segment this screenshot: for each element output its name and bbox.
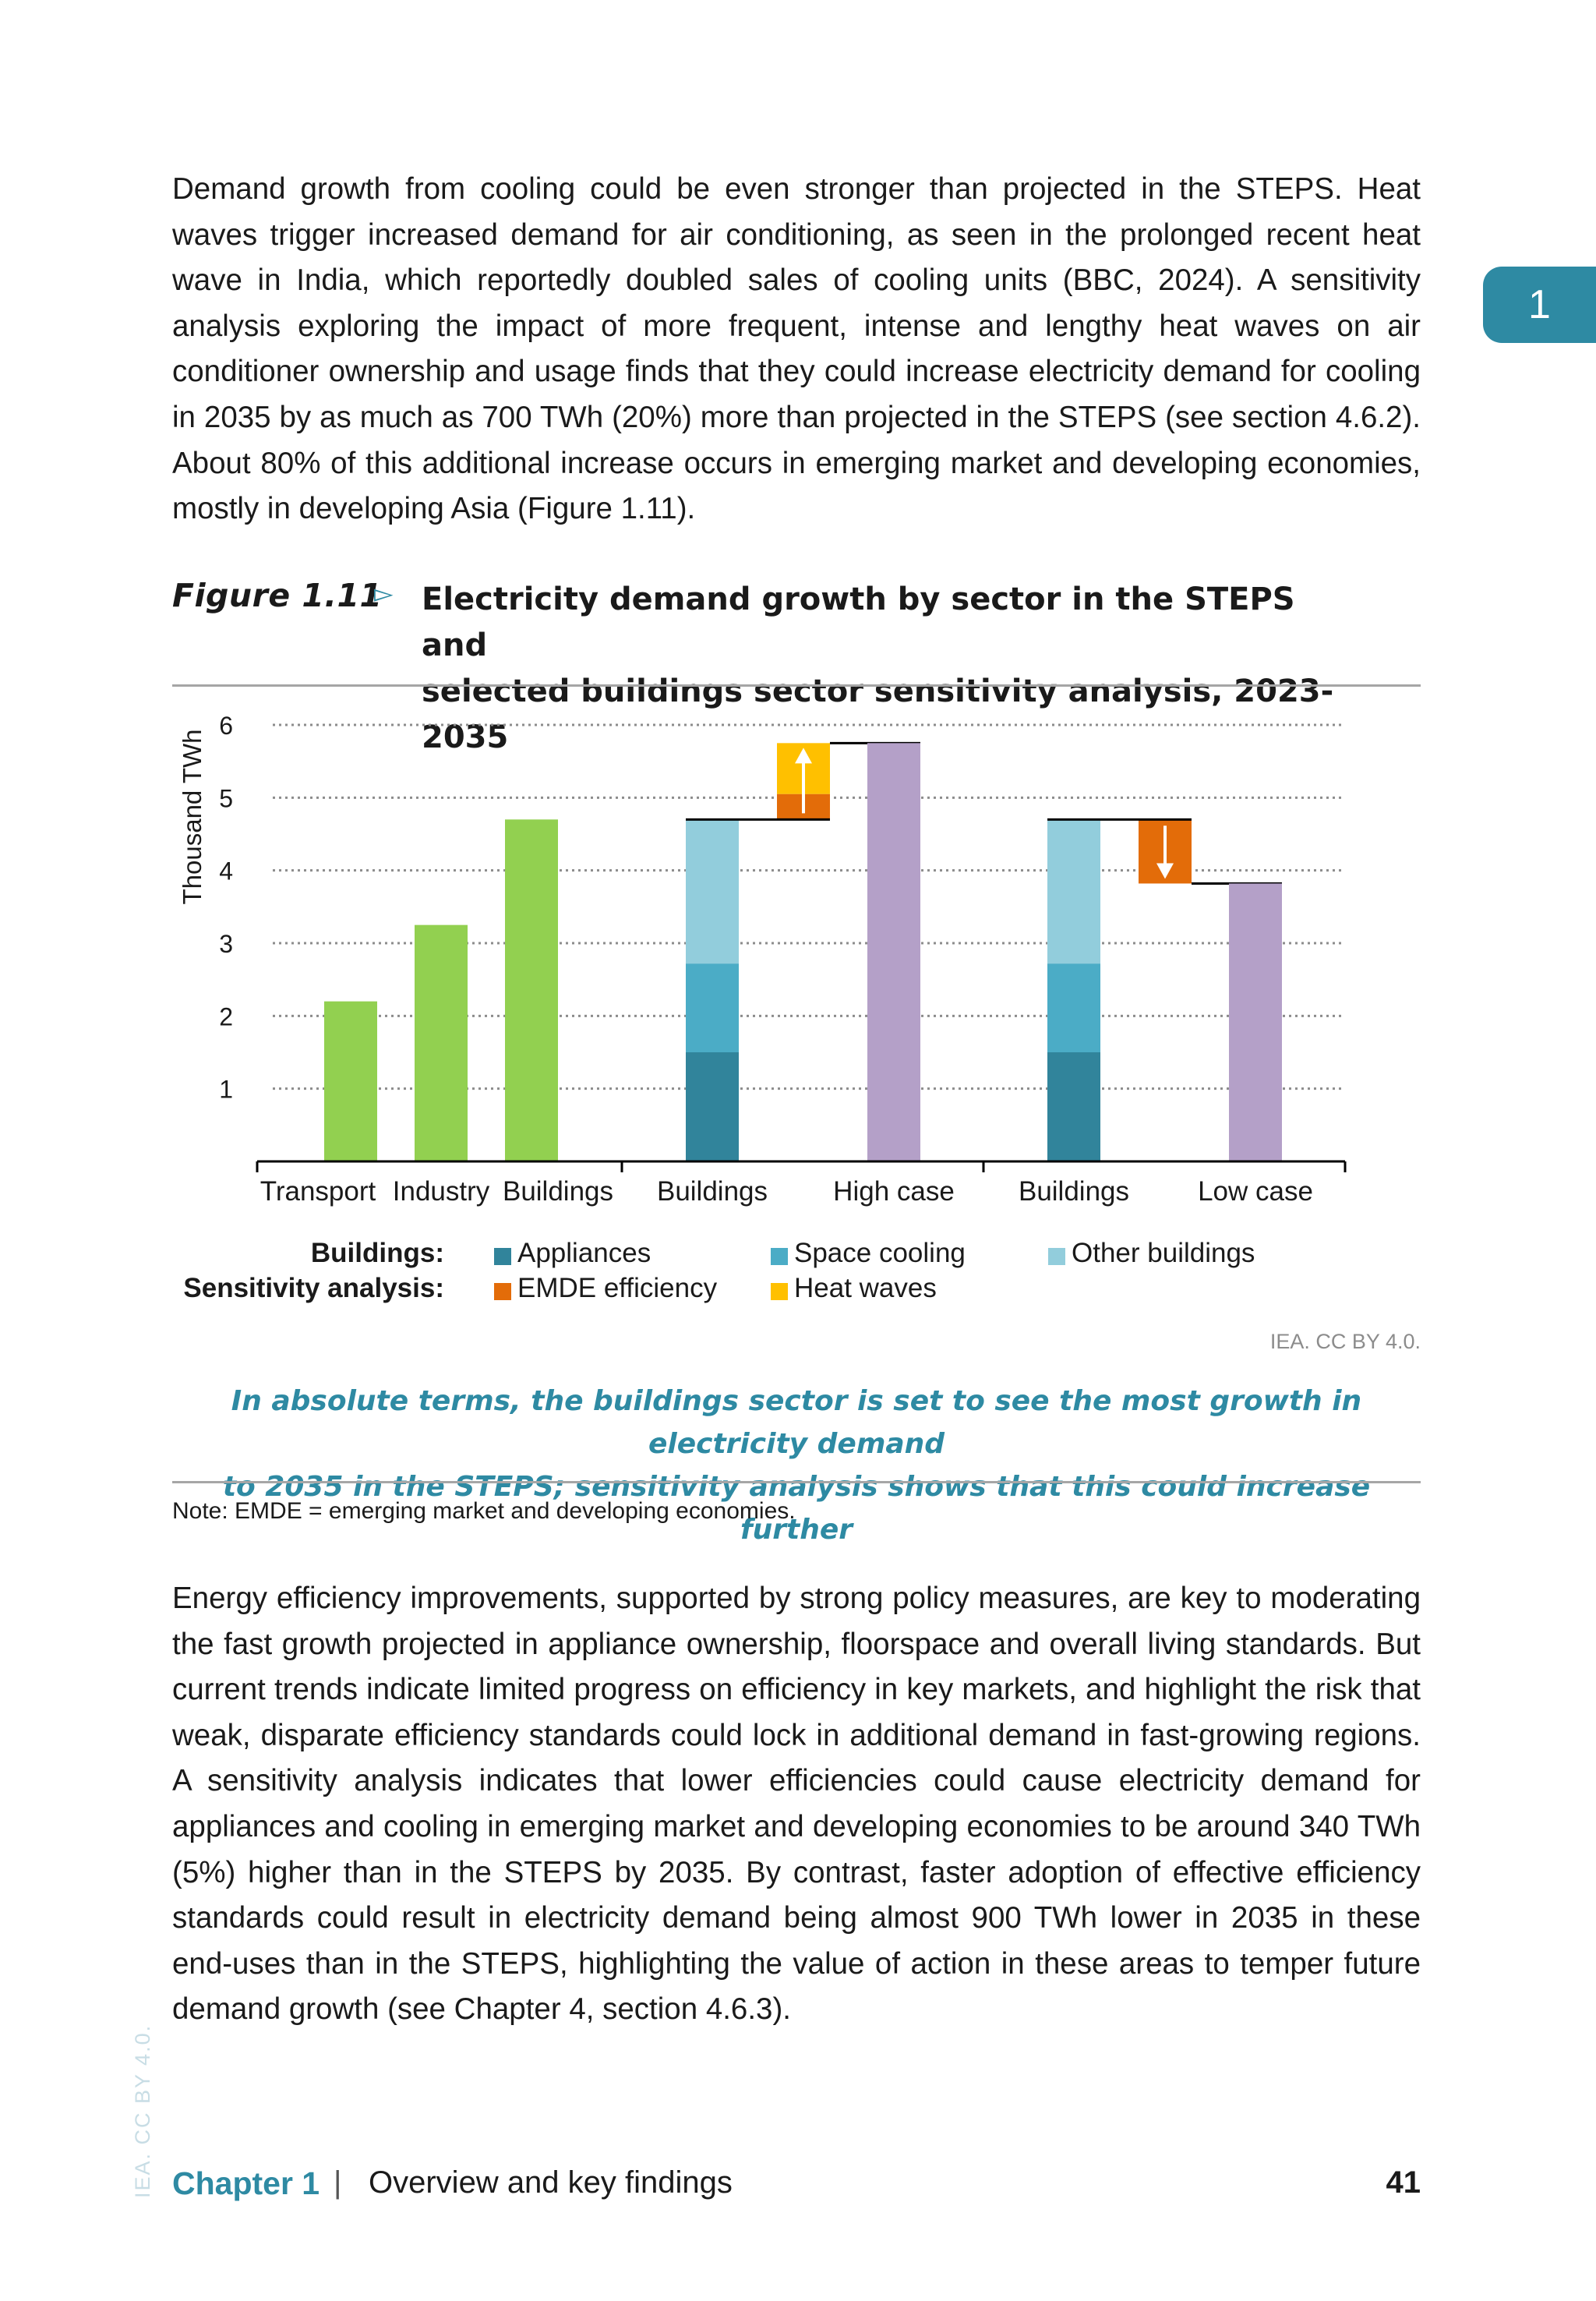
figure-title-line-2: selected buildings sector sensitivity an… xyxy=(422,673,1334,755)
legend-swatch-emde-efficiency xyxy=(494,1283,511,1300)
x-category-label: High case xyxy=(833,1176,955,1207)
x-category-label: Buildings xyxy=(657,1176,768,1207)
x-category-label: Transport xyxy=(260,1176,376,1207)
y-tick-label: 2 xyxy=(219,1002,233,1030)
figure-label: Figure 1.11 xyxy=(172,577,383,614)
legend-swatch-space-cooling xyxy=(771,1248,788,1265)
y-tick-label: 3 xyxy=(219,930,233,958)
y-tick-label: 6 xyxy=(219,712,233,740)
bar-industry xyxy=(415,924,468,1161)
x-category-label: Buildings xyxy=(1019,1176,1129,1207)
x-category-label: Industry xyxy=(393,1176,490,1207)
body-paragraph-1: Demand growth from cooling could be even… xyxy=(172,172,1421,526)
bar-segment-space-cooling xyxy=(1047,963,1100,1052)
arrow-up-icon xyxy=(795,748,812,764)
bar-segment-appliances xyxy=(1047,1052,1100,1161)
figure-title: Electricity demand growth by sector in t… xyxy=(422,577,1357,761)
body-paragraph-2: Energy efficiency improvements, supporte… xyxy=(172,1582,1421,2027)
legend-group-buildings-head: Buildings: xyxy=(310,1238,444,1268)
figure-caption-line-1: In absolute terms, the buildings sector … xyxy=(231,1385,1362,1460)
footer-chapter: Chapter 1 xyxy=(172,2165,320,2201)
bar-segment-space-cooling xyxy=(686,963,739,1052)
chart-svg: 1 2 3 4 5 6 Thousand TWh Transport Industry Build… xyxy=(178,712,1347,1207)
legend-label-emde-efficiency: EMDE efficiency xyxy=(517,1273,718,1303)
legend-label-other-buildings: Other buildings xyxy=(1072,1238,1255,1268)
legend-group-sensitivity-head: Sensitivity analysis: xyxy=(183,1273,444,1303)
figure-bottom-rule xyxy=(172,1481,1421,1483)
legend-label-space-cooling: Space cooling xyxy=(794,1238,966,1268)
bar-transport xyxy=(324,1001,377,1161)
page-number: 41 xyxy=(1386,2165,1421,2200)
footer-title: Overview and key findings xyxy=(369,2165,733,2200)
y-tick-label: 4 xyxy=(219,857,233,885)
figure-caption-line-2: to 2035 in the STEPS; sensitivity analys… xyxy=(222,1471,1371,1546)
bar-segment-other-buildings xyxy=(686,819,739,964)
figure-arrow-icon: ▻ xyxy=(374,579,394,607)
y-tick-label: 5 xyxy=(219,784,233,812)
figure-caption: In absolute terms, the buildings sector … xyxy=(172,1380,1421,1551)
bar-low-case xyxy=(1229,883,1282,1161)
bar-buildings xyxy=(505,819,558,1161)
footer-separator: | xyxy=(334,2165,342,2200)
figure-note: Note: EMDE = emerging market and develop… xyxy=(172,1498,796,1524)
arrow-down-icon xyxy=(1156,863,1174,879)
figure-credit: IEA. CC BY 4.0. xyxy=(1269,1330,1421,1353)
legend-label-appliances: Appliances xyxy=(517,1238,651,1268)
legend-swatch-other-buildings xyxy=(1048,1248,1065,1265)
x-category-label: Buildings xyxy=(503,1176,613,1207)
bar-high-case xyxy=(867,743,920,1161)
bar-segment-appliances xyxy=(686,1052,739,1161)
figure-title-line-1: Electricity demand growth by sector in t… xyxy=(422,581,1295,663)
bar-segment-other-buildings xyxy=(1047,819,1100,964)
legend-swatch-heat-waves xyxy=(771,1283,788,1300)
legend-label-heat-waves: Heat waves xyxy=(794,1273,937,1303)
y-tick-label: 1 xyxy=(219,1076,233,1104)
figure-top-rule xyxy=(172,684,1421,687)
legend-swatch-appliances xyxy=(494,1248,511,1265)
side-credit: IEA. CC BY 4.0. xyxy=(131,2024,154,2198)
y-axis-label: Thousand TWh xyxy=(178,729,207,904)
chapter-tab: 1 xyxy=(1483,267,1596,343)
x-category-label: Low case xyxy=(1198,1176,1313,1207)
